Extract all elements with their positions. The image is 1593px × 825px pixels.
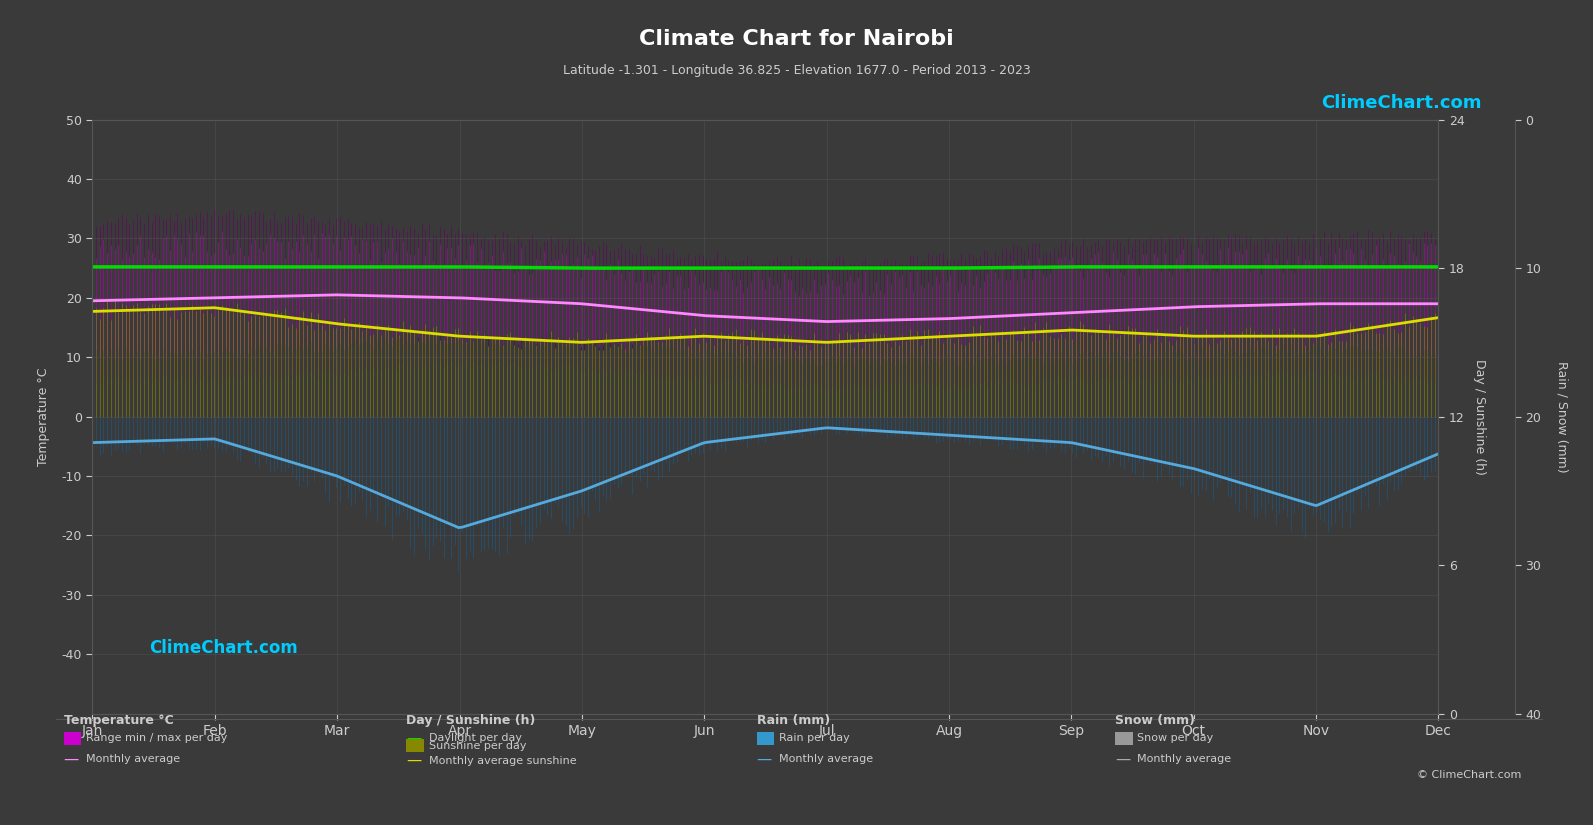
Text: Temperature °C: Temperature °C xyxy=(64,714,174,728)
Text: ClimeChart.com: ClimeChart.com xyxy=(148,639,298,657)
Text: Snow per day: Snow per day xyxy=(1137,733,1214,743)
Text: —: — xyxy=(1115,752,1131,766)
Text: Day / Sunshine (h): Day / Sunshine (h) xyxy=(406,714,535,728)
Y-axis label: Day / Sunshine (h): Day / Sunshine (h) xyxy=(1472,359,1486,474)
Text: Monthly average sunshine: Monthly average sunshine xyxy=(429,756,577,766)
Text: © ClimeChart.com: © ClimeChart.com xyxy=(1416,770,1521,780)
Text: Daylight per day: Daylight per day xyxy=(429,733,521,743)
Text: Snow (mm): Snow (mm) xyxy=(1115,714,1195,728)
Text: Monthly average: Monthly average xyxy=(86,754,180,764)
Text: Latitude -1.301 - Longitude 36.825 - Elevation 1677.0 - Period 2013 - 2023: Latitude -1.301 - Longitude 36.825 - Ele… xyxy=(562,64,1031,78)
Y-axis label: Temperature °C: Temperature °C xyxy=(38,367,51,466)
Text: Monthly average: Monthly average xyxy=(1137,754,1231,764)
Text: —: — xyxy=(64,752,80,766)
Text: Sunshine per day: Sunshine per day xyxy=(429,741,526,751)
Text: Climate Chart for Nairobi: Climate Chart for Nairobi xyxy=(639,29,954,49)
Text: Range min / max per day: Range min / max per day xyxy=(86,733,228,743)
Y-axis label: Rain / Snow (mm): Rain / Snow (mm) xyxy=(1556,361,1569,473)
Text: Monthly average: Monthly average xyxy=(779,754,873,764)
Text: —: — xyxy=(406,753,422,768)
Text: —: — xyxy=(757,752,773,766)
Text: —: — xyxy=(406,731,422,746)
Text: Rain per day: Rain per day xyxy=(779,733,849,743)
Text: Rain (mm): Rain (mm) xyxy=(757,714,830,728)
Text: ClimeChart.com: ClimeChart.com xyxy=(1322,94,1481,112)
